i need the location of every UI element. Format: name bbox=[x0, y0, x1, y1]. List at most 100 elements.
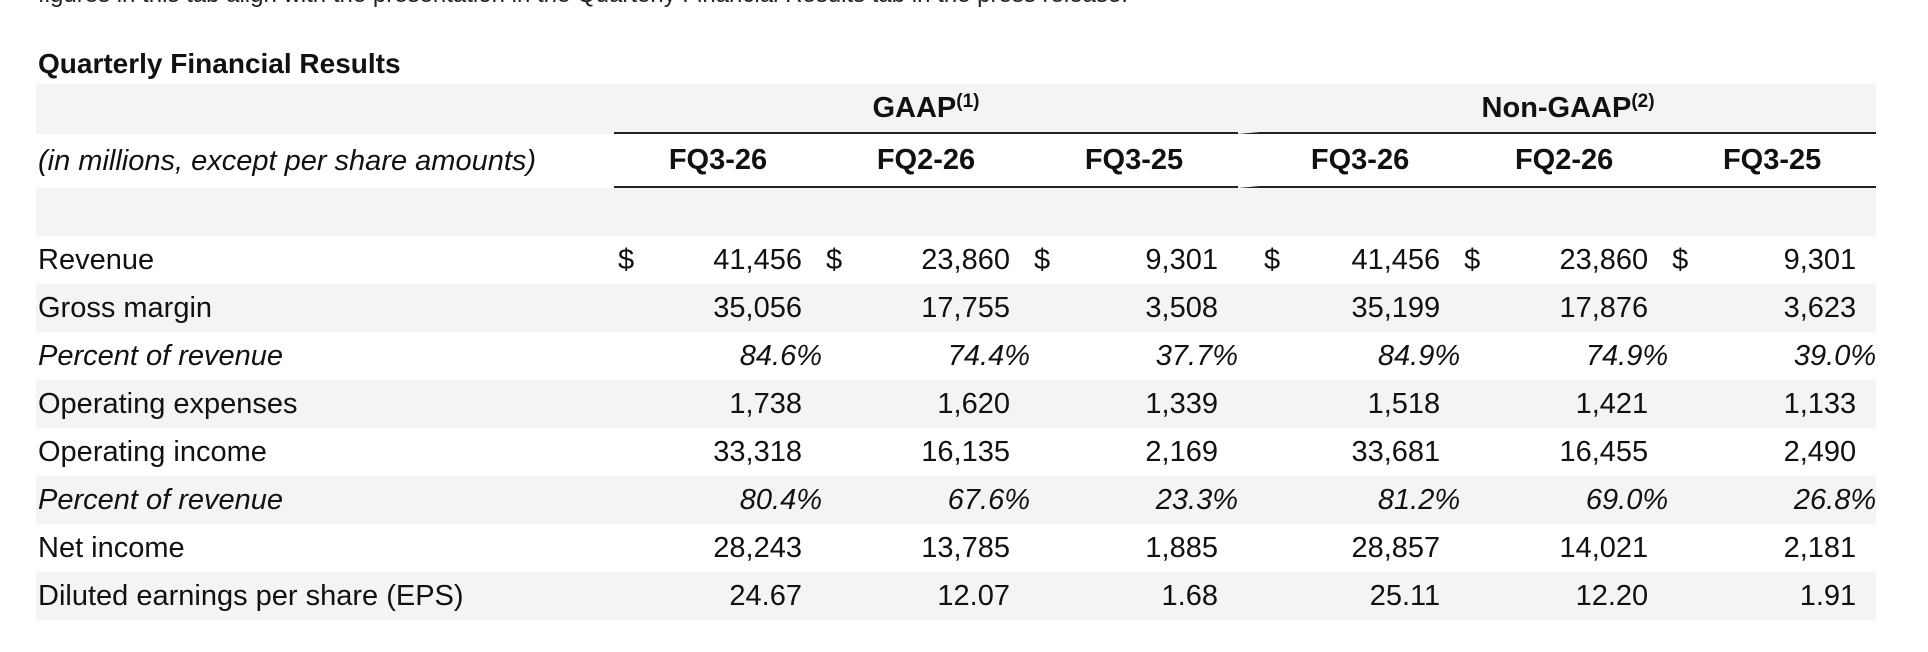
value-cell: 2,490 bbox=[1783, 435, 1857, 468]
group-header-row: GAAP(1) Non-GAAP(2) bbox=[36, 84, 1877, 134]
currency-cell bbox=[1460, 380, 1489, 428]
currency-cell: $ bbox=[826, 243, 843, 276]
table-row: Operating expenses 1,738 1,620 1,339 1,518 1,… bbox=[36, 380, 1877, 428]
value-cell: 25.11 bbox=[1280, 572, 1461, 620]
row-label: Operating income bbox=[38, 435, 267, 468]
value-cell: 12.07 bbox=[850, 572, 1030, 620]
value-cell: 13,785 bbox=[921, 531, 1010, 564]
column-header: FQ3-25 bbox=[1030, 134, 1238, 188]
currency-cell bbox=[1460, 572, 1489, 620]
currency-cell bbox=[1030, 476, 1058, 524]
currency-cell bbox=[822, 428, 850, 476]
value-cell: 41,456 bbox=[1351, 243, 1441, 276]
value-cell: 26.8% bbox=[1696, 476, 1877, 524]
value-cell: 28,243 bbox=[713, 531, 802, 564]
value-cell: 23,860 bbox=[1559, 243, 1649, 276]
table-row: Percent of revenue 84.6% 74.4% 37.7% 84.9% 74… bbox=[36, 332, 1876, 380]
currency-cell bbox=[614, 332, 642, 380]
row-label: Gross margin bbox=[36, 284, 614, 332]
value-cell: 81.2% bbox=[1280, 476, 1461, 524]
gaap-footnote: (1) bbox=[956, 90, 980, 112]
nongaap-group-header: Non-GAAP(2) bbox=[1238, 84, 1877, 134]
value-cell: 1.68 bbox=[1058, 572, 1238, 620]
currency-cell bbox=[1668, 572, 1697, 620]
nongaap-footnote: (2) bbox=[1631, 90, 1655, 112]
currency-cell bbox=[1238, 524, 1280, 572]
currency-cell bbox=[1460, 524, 1488, 572]
value-cell: 1,339 bbox=[1058, 380, 1238, 428]
currency-cell bbox=[822, 284, 850, 332]
table-row: Net income 28,243 13,785 1,885 28,857 14,021 2… bbox=[36, 524, 1876, 572]
gaap-label: GAAP bbox=[872, 91, 957, 124]
value-cell: 33,318 bbox=[713, 435, 802, 468]
currency-cell bbox=[614, 572, 642, 620]
currency-cell bbox=[1460, 476, 1489, 524]
currency-cell bbox=[614, 428, 642, 476]
value-cell: 1,738 bbox=[642, 380, 822, 428]
currency-cell bbox=[614, 524, 642, 572]
value-cell: 1,885 bbox=[1145, 531, 1218, 564]
value-cell: 16,135 bbox=[921, 435, 1010, 468]
value-cell: 12.20 bbox=[1488, 572, 1669, 620]
currency-cell bbox=[1238, 332, 1280, 380]
table-subtitle: (in millions, except per share amounts) bbox=[38, 144, 537, 177]
currency-cell bbox=[1030, 380, 1058, 428]
table-row: Operating income 33,318 16,135 2,169 33,681 1… bbox=[36, 428, 1876, 476]
currency-cell bbox=[1460, 284, 1489, 332]
value-cell: 3,508 bbox=[1058, 284, 1238, 332]
row-label: Percent of revenue bbox=[36, 476, 614, 524]
value-cell: 1,421 bbox=[1488, 380, 1669, 428]
value-cell: 3,623 bbox=[1696, 284, 1877, 332]
value-cell: 35,199 bbox=[1280, 284, 1461, 332]
currency-cell bbox=[614, 380, 642, 428]
currency-cell: $ bbox=[1672, 243, 1689, 276]
currency-cell bbox=[1668, 476, 1697, 524]
value-cell: 84.6% bbox=[739, 339, 822, 372]
currency-cell bbox=[1238, 380, 1281, 428]
currency-cell bbox=[1668, 380, 1697, 428]
currency-cell bbox=[1668, 524, 1696, 572]
currency-cell: $ bbox=[1034, 243, 1051, 276]
currency-cell: $ bbox=[618, 243, 635, 276]
currency-cell bbox=[1668, 332, 1696, 380]
value-cell: 1,620 bbox=[850, 380, 1030, 428]
table-row: Gross margin 35,056 17,755 3,508 35,199 17,87… bbox=[36, 284, 1877, 332]
value-cell: 74.4% bbox=[947, 339, 1030, 372]
column-header-row: (in millions, except per share amounts) … bbox=[36, 134, 1877, 188]
currency-cell bbox=[1460, 428, 1488, 476]
column-header: FQ3-26 bbox=[1238, 134, 1461, 188]
column-header: FQ3-25 bbox=[1668, 134, 1877, 188]
gaap-group-header: GAAP(1) bbox=[614, 84, 1238, 134]
currency-cell bbox=[822, 572, 850, 620]
currency-cell bbox=[1238, 476, 1281, 524]
value-cell: 23.3% bbox=[1058, 476, 1238, 524]
currency-cell bbox=[1030, 332, 1058, 380]
currency-cell bbox=[614, 476, 642, 524]
table-row: Percent of revenue 80.4% 67.6% 23.3% 81.2% 69… bbox=[36, 476, 1877, 524]
currency-cell bbox=[1668, 284, 1697, 332]
currency-cell bbox=[822, 476, 850, 524]
value-cell: 2,169 bbox=[1145, 435, 1218, 468]
currency-cell bbox=[1030, 524, 1058, 572]
spacer-row bbox=[36, 188, 1877, 236]
value-cell: 41,456 bbox=[713, 243, 802, 276]
table-row: Diluted earnings per share (EPS) 24.67 12.… bbox=[36, 572, 1877, 620]
row-label: Revenue bbox=[38, 243, 155, 276]
clipped-intro-text: figures in this tab align with the prese… bbox=[38, 0, 1128, 9]
nongaap-label: Non-GAAP bbox=[1481, 91, 1632, 124]
value-cell: 1,518 bbox=[1280, 380, 1461, 428]
spacer-cell bbox=[36, 188, 1877, 236]
value-cell: 24.67 bbox=[642, 572, 822, 620]
value-cell: 69.0% bbox=[1488, 476, 1669, 524]
currency-cell: $ bbox=[1464, 243, 1481, 276]
value-cell: 16,455 bbox=[1559, 435, 1649, 468]
table-row: Revenue $41,456 $23,860 $9,301 $41,456 $23,86… bbox=[36, 236, 1876, 284]
currency-cell bbox=[1460, 332, 1488, 380]
page-title: Quarterly Financial Results bbox=[38, 48, 401, 79]
currency-cell bbox=[822, 332, 850, 380]
column-header: FQ2-26 bbox=[1460, 134, 1669, 188]
currency-cell bbox=[1030, 284, 1058, 332]
financial-results-table: GAAP(1) Non-GAAP(2) (in millions, except… bbox=[36, 84, 1877, 620]
currency-cell bbox=[1238, 284, 1281, 332]
currency-cell bbox=[822, 380, 850, 428]
